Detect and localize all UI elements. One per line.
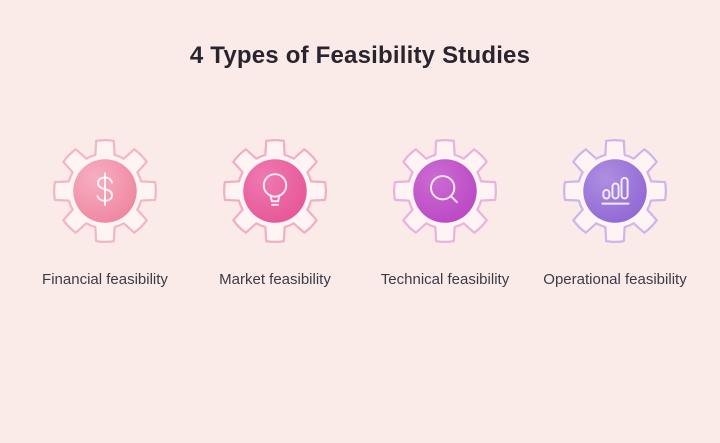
icon-circle (413, 159, 477, 223)
gear-icon (219, 135, 331, 247)
item-label: Technical feasibility (380, 270, 510, 288)
icon-circle (583, 159, 647, 223)
magnifier-icon (430, 174, 458, 203)
gear-icon (559, 135, 671, 247)
item-label: Financial feasibility (42, 270, 168, 288)
item-technical: Technical feasibility (364, 135, 526, 288)
gear-icon (49, 135, 161, 247)
item-operational: Operational feasibility (534, 135, 696, 288)
dollar-icon (96, 172, 113, 206)
item-label: Market feasibility (219, 270, 331, 288)
item-label: Operational feasibility (543, 270, 687, 288)
lightbulb-icon (262, 173, 288, 206)
feasibility-items-row: Financial feasibility Market feasibility (0, 135, 720, 288)
icon-circle (243, 159, 307, 223)
bar-chart-icon (601, 176, 630, 205)
item-market: Market feasibility (194, 135, 356, 288)
item-financial: Financial feasibility (24, 135, 186, 288)
page-title: 4 Types of Feasibility Studies (189, 42, 531, 69)
gear-icon (389, 135, 501, 247)
